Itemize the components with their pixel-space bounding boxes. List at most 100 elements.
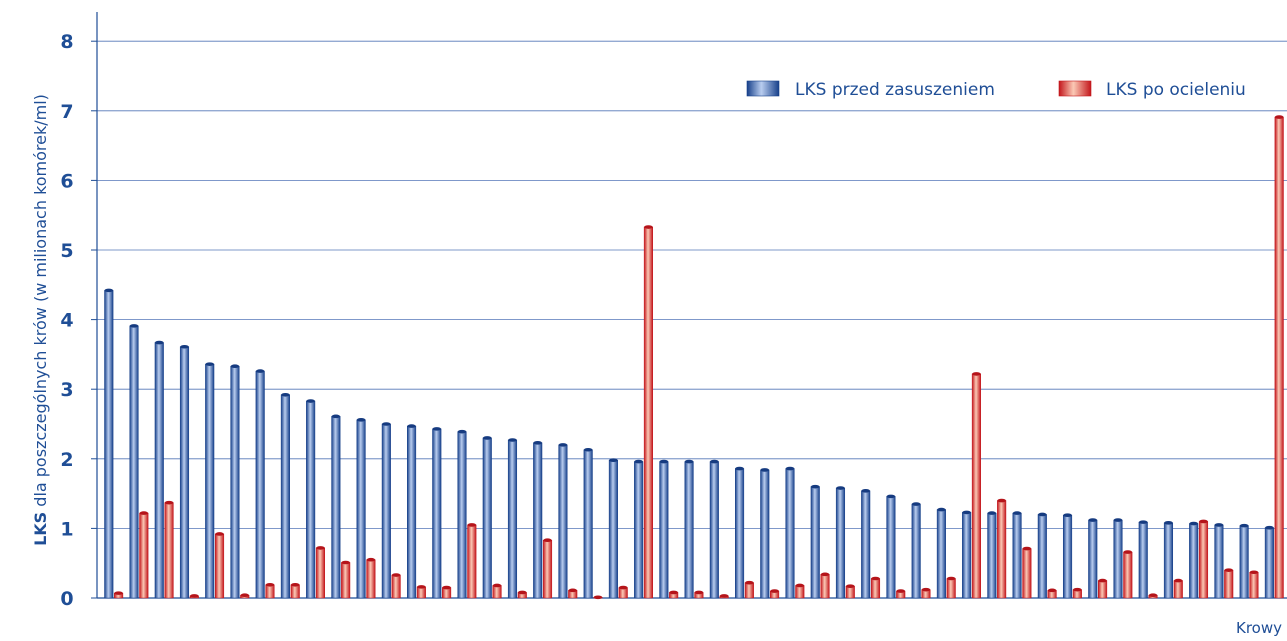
bar-before-cap (1113, 518, 1123, 522)
y-tick-label: 8 (60, 31, 73, 53)
bar-after-cap (644, 225, 653, 229)
bar-before (936, 509, 946, 599)
bar-after (1123, 551, 1133, 599)
y-axis-label-rest: dla poszczególnych krów (w milionach kom… (31, 94, 50, 512)
bar-before-cap (911, 502, 921, 506)
bar-after-cap (1022, 546, 1032, 551)
bar-after-cap (492, 583, 502, 588)
bar-before-cap (432, 427, 442, 431)
y-tick-label: 4 (60, 310, 73, 332)
bar-after (971, 373, 981, 599)
bar-after-cap (1224, 568, 1234, 572)
bar-after (795, 585, 805, 599)
bar-before-cap (1138, 520, 1148, 524)
bar-before (356, 419, 366, 599)
bar-after-cap (114, 591, 123, 595)
bar-before (280, 394, 290, 599)
bar-after-cap (1047, 588, 1057, 593)
y-axis-label: LKS dla poszczególnych krów (w milionach… (31, 94, 50, 546)
bar-after-cap (719, 594, 729, 598)
bar-after-cap (795, 583, 805, 588)
bar-after-cap (1098, 578, 1107, 583)
bar-after-cap (669, 590, 678, 595)
y-tick-label: 0 (60, 588, 73, 610)
bar-after-cap (240, 593, 250, 598)
y-tick-label: 2 (60, 449, 73, 471)
bar-after-cap (972, 372, 981, 376)
bar-before (886, 496, 896, 599)
bar-after (1198, 521, 1209, 599)
legend: LKS przed zasuszeniem LKS po ocieleniu (746, 80, 1246, 100)
bar-after-cap (568, 588, 578, 593)
bar-after-cap (543, 538, 552, 543)
bar-before (735, 468, 745, 599)
bar-before-cap (760, 468, 770, 472)
bar-after-cap (1123, 550, 1133, 554)
bar-after-cap (845, 584, 855, 588)
bar-after (1249, 571, 1259, 599)
bar-after-cap (517, 590, 527, 595)
bar-before (179, 346, 190, 599)
bar-after-cap (417, 585, 426, 589)
bar-before-cap (533, 440, 543, 445)
bar-after-cap (871, 576, 880, 581)
bar-before (1088, 519, 1098, 599)
bar-before-cap (836, 486, 845, 490)
bar-before (1189, 523, 1199, 599)
bar-after-cap (593, 595, 603, 600)
bar-after (1274, 116, 1284, 599)
bar-before-cap (482, 436, 492, 440)
bar-after-cap (442, 585, 451, 590)
legend-label-after: LKS po ocieleniu (1106, 80, 1246, 100)
bar-before-cap (1189, 521, 1198, 526)
bar-after (870, 578, 881, 599)
bar-before (1138, 521, 1148, 599)
bar-after (265, 584, 275, 599)
y-tick-label: 3 (60, 379, 73, 401)
bar-after-cap (997, 498, 1006, 503)
bar-before (381, 423, 391, 599)
bar-before (1037, 514, 1047, 599)
bar-before-cap (1012, 511, 1022, 515)
bar-after-cap (770, 589, 779, 593)
bar-before (861, 490, 871, 599)
y-tick-label: 7 (60, 101, 73, 123)
bar-after (820, 574, 830, 599)
bar-before (331, 416, 341, 599)
bar-before (760, 469, 770, 599)
bar-after (1173, 580, 1183, 599)
bar-before-cap (937, 507, 946, 512)
bar-before (1239, 525, 1249, 599)
legend-swatch-before (746, 80, 780, 97)
bar-after (139, 512, 149, 599)
bar-before-cap (886, 494, 896, 499)
bar-after-cap (164, 500, 174, 505)
gridlines (97, 40, 1287, 529)
bar-before (533, 442, 543, 599)
bar-before (962, 512, 972, 599)
bar-before-cap (356, 418, 366, 422)
bar-after (1224, 569, 1234, 599)
legend-label-before: LKS przed zasuszeniem (795, 80, 995, 100)
bar-after (542, 539, 553, 599)
bar-before (608, 459, 618, 599)
bar-before-cap (710, 459, 719, 464)
bar-before (482, 437, 492, 599)
bar-after-cap (139, 511, 149, 515)
y-tick-label: 1 (60, 518, 73, 540)
bar-after (366, 559, 376, 599)
bar-before (104, 290, 114, 599)
bar-after-cap (946, 576, 956, 581)
bar-after-cap (896, 589, 906, 593)
bar-before-cap (129, 324, 139, 328)
bar-after (290, 584, 300, 599)
bar-before (432, 428, 442, 599)
bar-before-cap (558, 443, 568, 447)
bar-after-cap (467, 523, 477, 527)
bar-before-cap (281, 392, 290, 397)
bar-before-cap (255, 369, 265, 373)
bar-before-cap (154, 340, 164, 345)
bar-before (1264, 527, 1274, 599)
bar-before (634, 461, 644, 599)
bar-after (164, 502, 174, 599)
